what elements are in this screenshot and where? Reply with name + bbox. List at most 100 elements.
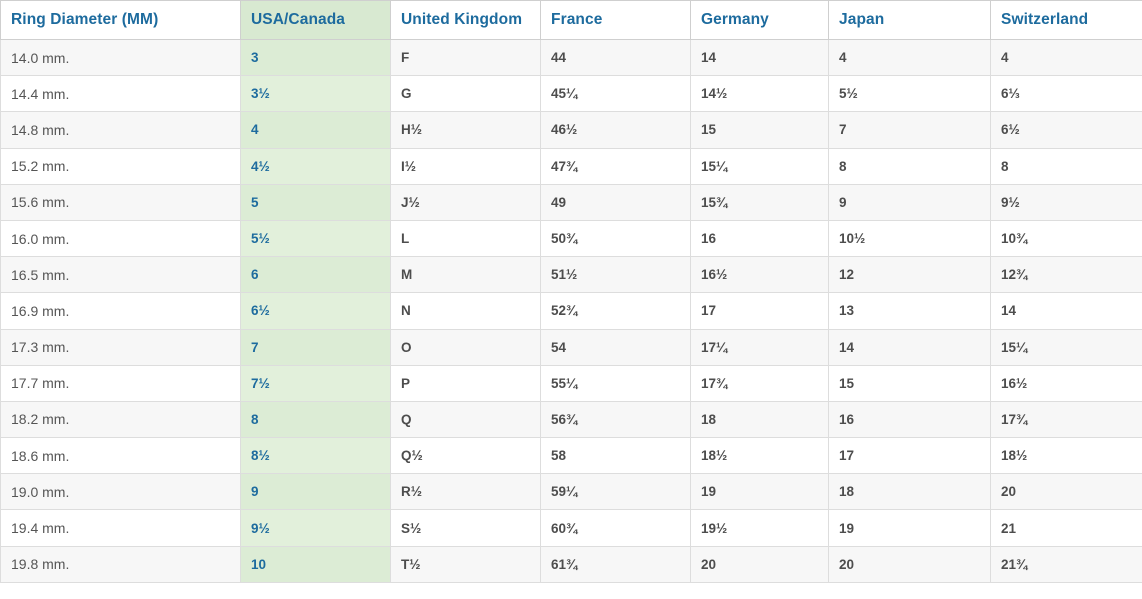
table-row: 16.9 mm. 6½ N 52¾ 17 13 14	[0, 292, 1142, 330]
cell-ring-diameter: 19.8 mm.	[0, 545, 241, 583]
cell-germany: 14½	[690, 75, 829, 113]
cell-switzerland: 8	[990, 147, 1142, 185]
cell-germany: 17¼	[690, 328, 829, 366]
col-header-switzerland: Switzerland	[990, 0, 1142, 40]
ring-size-conversion-table: Ring Diameter (MM) USA/Canada United Kin…	[0, 0, 1142, 583]
cell-japan: 8	[828, 147, 991, 185]
cell-germany: 15¾	[690, 183, 829, 221]
cell-france: 59¼	[540, 473, 691, 511]
cell-united-kingdom: J½	[390, 183, 541, 221]
cell-switzerland: 4	[990, 38, 1142, 77]
col-header-usa-canada: USA/Canada	[240, 0, 391, 40]
cell-ring-diameter: 17.7 mm.	[0, 364, 241, 402]
cell-usa-canada: 10	[240, 545, 391, 583]
cell-usa-canada: 6	[240, 256, 391, 294]
cell-france: 46½	[540, 111, 691, 149]
cell-japan: 16	[828, 400, 991, 439]
cell-switzerland: 14	[990, 292, 1142, 330]
cell-france: 44	[540, 38, 691, 77]
cell-switzerland: 17¾	[990, 400, 1142, 439]
cell-japan: 12	[828, 256, 991, 294]
table-row: 16.5 mm. 6 M 51½ 16½ 12 12¾	[0, 256, 1142, 294]
cell-france: 56¾	[540, 400, 691, 439]
cell-ring-diameter: 19.4 mm.	[0, 509, 241, 547]
cell-usa-canada: 4	[240, 111, 391, 149]
table-row: 14.8 mm. 4 H½ 46½ 15 7 6½	[0, 111, 1142, 149]
cell-usa-canada: 3½	[240, 75, 391, 113]
cell-france: 54	[540, 328, 691, 366]
col-header-ring-diameter: Ring Diameter (MM)	[0, 0, 241, 40]
cell-france: 60¾	[540, 509, 691, 547]
cell-japan: 10½	[828, 219, 991, 258]
header-row: Ring Diameter (MM) USA/Canada United Kin…	[0, 0, 1142, 40]
table-row: 19.0 mm. 9 R½ 59¼ 19 18 20	[0, 473, 1142, 511]
cell-ring-diameter: 16.5 mm.	[0, 256, 241, 294]
cell-germany: 19	[690, 473, 829, 511]
cell-japan: 4	[828, 38, 991, 77]
cell-germany: 14	[690, 38, 829, 77]
cell-germany: 18½	[690, 437, 829, 475]
cell-germany: 20	[690, 545, 829, 583]
cell-japan: 14	[828, 328, 991, 366]
table-row: 15.6 mm. 5 J½ 49 15¾ 9 9½	[0, 183, 1142, 221]
cell-ring-diameter: 18.2 mm.	[0, 400, 241, 439]
cell-ring-diameter: 16.9 mm.	[0, 292, 241, 330]
cell-switzerland: 21	[990, 509, 1142, 547]
cell-united-kingdom: G	[390, 75, 541, 113]
cell-germany: 16	[690, 219, 829, 258]
cell-united-kingdom: O	[390, 328, 541, 366]
cell-ring-diameter: 14.0 mm.	[0, 38, 241, 77]
col-header-japan: Japan	[828, 0, 991, 40]
cell-usa-canada: 7	[240, 328, 391, 366]
cell-japan: 20	[828, 545, 991, 583]
cell-switzerland: 20	[990, 473, 1142, 511]
cell-switzerland: 10¾	[990, 219, 1142, 258]
cell-usa-canada: 3	[240, 38, 391, 77]
cell-germany: 18	[690, 400, 829, 439]
cell-ring-diameter: 19.0 mm.	[0, 473, 241, 511]
table-row: 18.6 mm. 8½ Q½ 58 18½ 17 18½	[0, 437, 1142, 475]
cell-usa-canada: 9	[240, 473, 391, 511]
cell-japan: 5½	[828, 75, 991, 113]
cell-germany: 17	[690, 292, 829, 330]
cell-usa-canada: 5	[240, 183, 391, 221]
cell-united-kingdom: P	[390, 364, 541, 402]
cell-united-kingdom: Q	[390, 400, 541, 439]
cell-france: 45¼	[540, 75, 691, 113]
cell-switzerland: 18½	[990, 437, 1142, 475]
cell-switzerland: 6⅓	[990, 75, 1142, 113]
cell-usa-canada: 8	[240, 400, 391, 439]
cell-united-kingdom: F	[390, 38, 541, 77]
cell-japan: 13	[828, 292, 991, 330]
cell-germany: 19½	[690, 509, 829, 547]
table-row: 14.0 mm. 3 F 44 14 4 4	[0, 38, 1142, 77]
table-row: 14.4 mm. 3½ G 45¼ 14½ 5½ 6⅓	[0, 75, 1142, 113]
cell-united-kingdom: N	[390, 292, 541, 330]
cell-japan: 7	[828, 111, 991, 149]
cell-france: 61¾	[540, 545, 691, 583]
cell-ring-diameter: 17.3 mm.	[0, 328, 241, 366]
cell-switzerland: 12¾	[990, 256, 1142, 294]
cell-france: 50¾	[540, 219, 691, 258]
cell-usa-canada: 8½	[240, 437, 391, 475]
cell-france: 49	[540, 183, 691, 221]
cell-united-kingdom: S½	[390, 509, 541, 547]
table-body: 14.0 mm. 3 F 44 14 4 4 14.4 mm. 3½ G 45¼ 14½ 5½ 6⅓ 14.…	[0, 38, 1142, 583]
table-row: 17.3 mm. 7 O 54 17¼ 14 15¼	[0, 328, 1142, 366]
cell-switzerland: 9½	[990, 183, 1142, 221]
cell-germany: 17¾	[690, 364, 829, 402]
cell-switzerland: 6½	[990, 111, 1142, 149]
table-row: 18.2 mm. 8 Q 56¾ 18 16 17¾	[0, 400, 1142, 439]
cell-ring-diameter: 15.2 mm.	[0, 147, 241, 185]
table-row: 19.8 mm. 10 T½ 61¾ 20 20 21¾	[0, 545, 1142, 583]
cell-japan: 9	[828, 183, 991, 221]
cell-ring-diameter: 18.6 mm.	[0, 437, 241, 475]
cell-switzerland: 15¼	[990, 328, 1142, 366]
col-header-germany: Germany	[690, 0, 829, 40]
cell-germany: 15¼	[690, 147, 829, 185]
cell-germany: 15	[690, 111, 829, 149]
cell-united-kingdom: T½	[390, 545, 541, 583]
table-row: 19.4 mm. 9½ S½ 60¾ 19½ 19 21	[0, 509, 1142, 547]
cell-united-kingdom: M	[390, 256, 541, 294]
